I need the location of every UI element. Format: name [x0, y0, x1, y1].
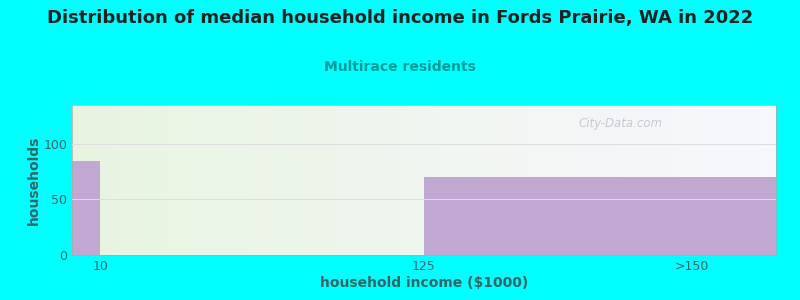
Y-axis label: households: households [26, 135, 41, 225]
Text: Multirace residents: Multirace residents [324, 60, 476, 74]
Bar [424, 177, 776, 255]
Text: City-Data.com: City-Data.com [579, 117, 663, 130]
X-axis label: household income ($1000): household income ($1000) [320, 276, 528, 289]
Text: Distribution of median household income in Fords Prairie, WA in 2022: Distribution of median household income … [47, 9, 753, 27]
Bar [72, 160, 100, 255]
